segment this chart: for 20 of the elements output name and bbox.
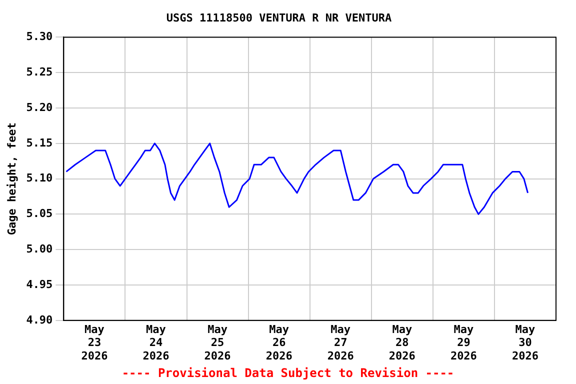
x-tick-label: May 25 2026: [204, 322, 232, 362]
y-tick-label: 5.30: [26, 30, 53, 44]
chart-title: USGS 11118500 VENTURA R NR VENTURA: [166, 11, 392, 24]
x-tick-label: May 29 2026: [450, 322, 478, 362]
y-tick-label: 5.15: [26, 136, 53, 150]
x-tick-label: May 28 2026: [388, 322, 416, 362]
x-tick-label: May 30 2026: [512, 322, 539, 362]
y-tick-label: 4.90: [26, 313, 53, 326]
y-tick-label: 5.00: [26, 242, 53, 256]
x-tick-label: May 26 2026: [266, 322, 293, 362]
x-tick-label: May 23 2026: [81, 322, 108, 362]
text: ---- Provisional Data Subject to Revision ----: [120, 366, 456, 380]
y-axis-title: Gage height, feet: [5, 122, 18, 236]
x-tick-label: May 24 2026: [142, 322, 170, 362]
y-tick-label: 5.25: [26, 65, 53, 78]
y-tick-label: 5.10: [26, 172, 53, 185]
y-tick-label: 5.05: [26, 207, 53, 220]
y-tick-label: 4.95: [26, 278, 53, 291]
x-tick-label: May 27 2026: [327, 322, 354, 362]
y-tick-label: 5.20: [26, 100, 53, 114]
